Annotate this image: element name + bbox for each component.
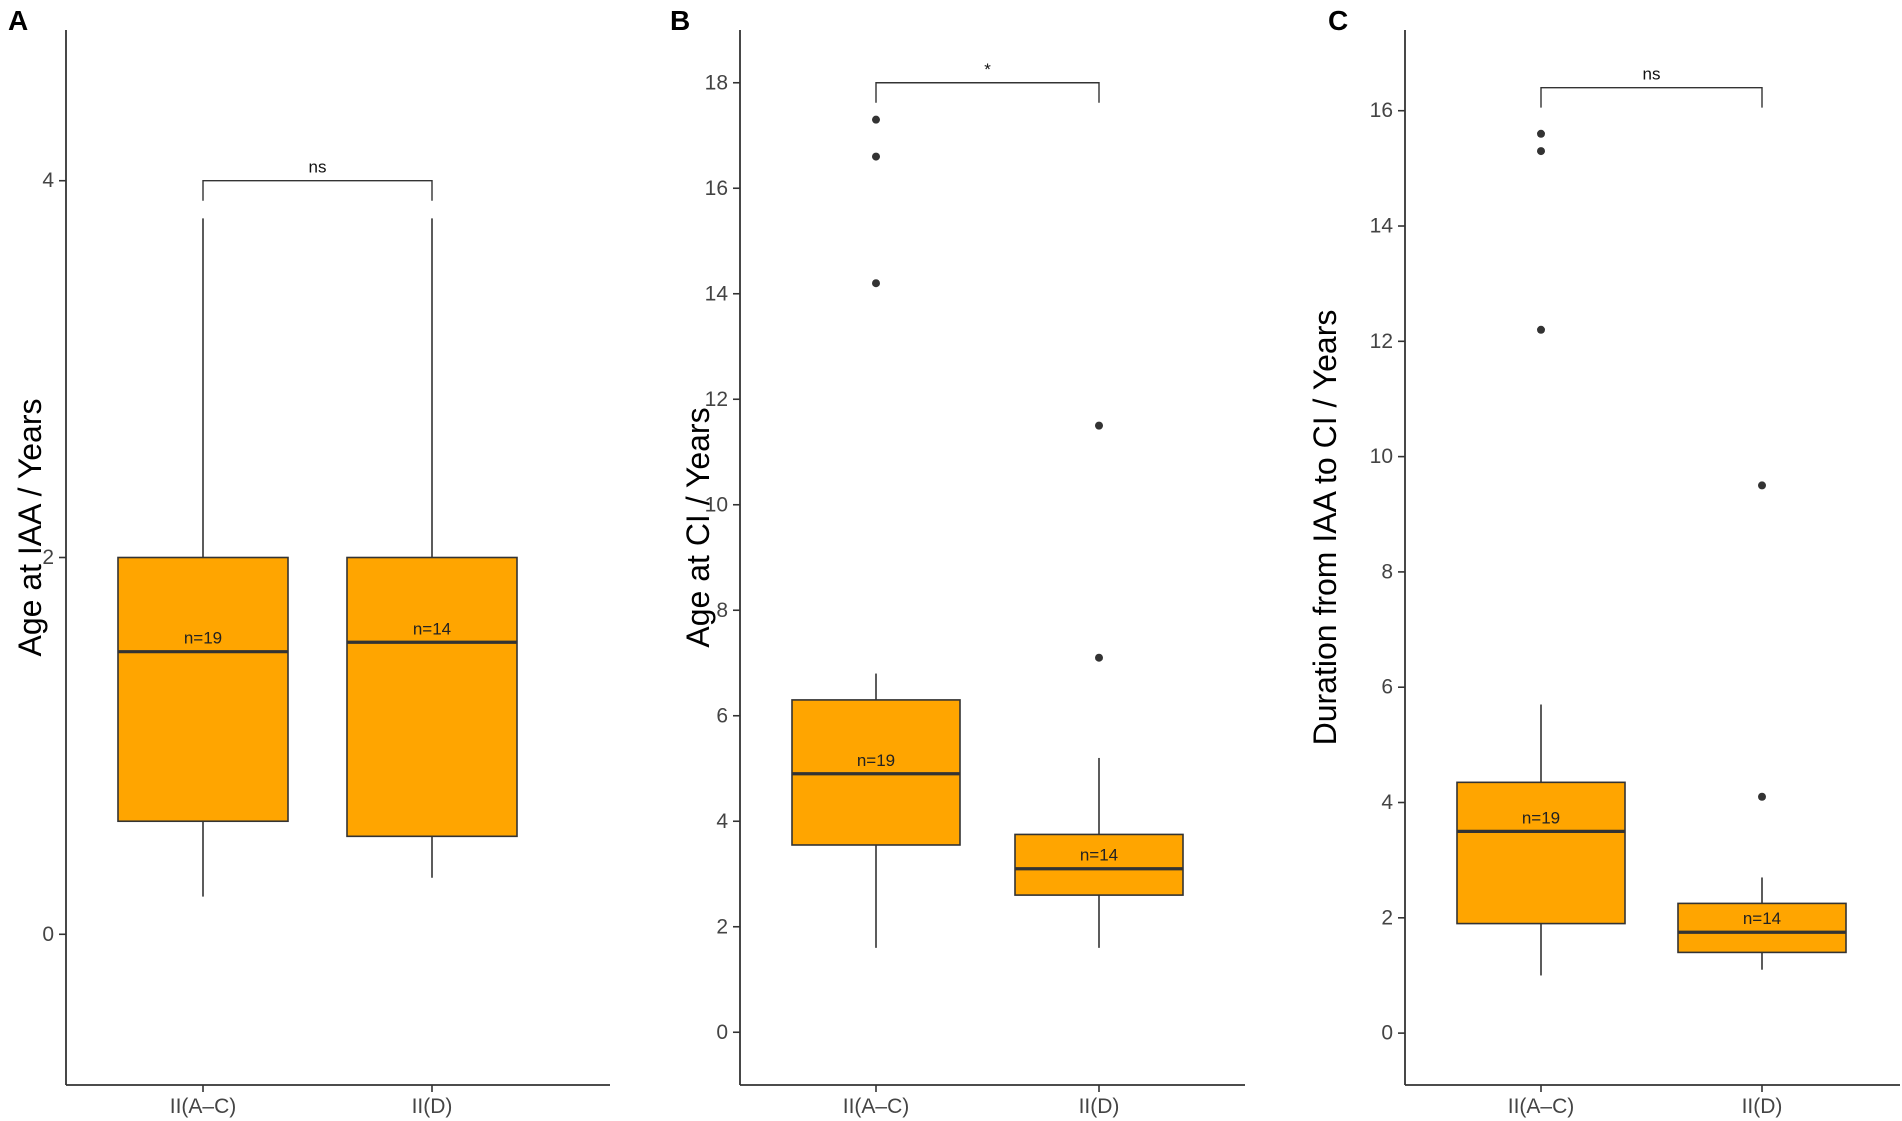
significance-bracket	[875, 82, 1100, 103]
y-tick-label: 8	[1381, 560, 1393, 583]
iqr-box	[1456, 781, 1626, 925]
panel-a: A Age at IAA / Years 0 2 4 II(A–C) II(D) n=19 n=…	[8, 5, 610, 1118]
n-label: n=19	[1522, 808, 1560, 827]
x-tick-label: II(D)	[1079, 1095, 1120, 1118]
box-iia-c: n=19	[1456, 129, 1626, 976]
outlier-point	[1095, 653, 1103, 662]
y-tick-label: 2	[716, 915, 728, 938]
y-tick-label: 0	[1381, 1022, 1393, 1045]
panel-c: C Duration from IAA to CI / Years 0 2 4 6 8 10 1…	[1307, 5, 1900, 1118]
significance-label: ns	[309, 158, 327, 177]
box-iid: n=14	[1014, 421, 1184, 948]
x-tick-label: II(A–C)	[843, 1095, 910, 1118]
y-axis-label: Age at CI / Years	[680, 407, 716, 647]
y-axis-label: Age at IAA / Years	[12, 399, 48, 657]
y-tick-label: 10	[1370, 445, 1393, 468]
panel-letter: A	[8, 5, 28, 36]
outlier-point	[1758, 792, 1766, 801]
y-tick-label: 10	[705, 493, 728, 516]
outlier-point	[872, 115, 880, 124]
box-iia-c: n=19	[791, 115, 961, 948]
iqr-box	[1014, 833, 1184, 896]
y-tick-label: 18	[705, 71, 728, 94]
y-tick-label: 12	[705, 388, 728, 411]
outlier-point	[872, 279, 880, 288]
n-label: n=19	[184, 629, 222, 648]
outlier-point	[1095, 421, 1103, 430]
box-iia-c: n=19	[117, 218, 289, 897]
y-tick-label: 14	[1370, 215, 1394, 238]
x-tick-label: II(A–C)	[1508, 1095, 1575, 1118]
y-tick-label: 0	[42, 923, 54, 946]
iqr-box	[346, 556, 518, 838]
box-iid: n=14	[1677, 481, 1847, 970]
box-iid: n=14	[346, 218, 518, 878]
outlier-point	[1537, 147, 1545, 156]
outlier-point	[872, 152, 880, 161]
y-tick-label: 12	[1370, 330, 1393, 353]
outlier-point	[1537, 325, 1545, 334]
y-tick-label: 4	[1381, 791, 1393, 814]
panel-letter: C	[1328, 5, 1348, 36]
x-tick-label: II(D)	[1742, 1095, 1783, 1118]
significance-label: *	[984, 60, 991, 79]
n-label: n=14	[1743, 909, 1781, 928]
n-label: n=14	[1080, 846, 1118, 865]
significance-bracket	[1540, 86, 1763, 108]
significance-label: ns	[1643, 65, 1661, 84]
y-tick-label: 6	[716, 704, 728, 727]
y-tick-label: 16	[1370, 99, 1393, 122]
y-tick-label: 0	[716, 1021, 728, 1044]
x-tick-label: II(D)	[412, 1095, 453, 1118]
y-tick-label: 4	[42, 169, 54, 192]
panel-b: B Age at CI / Years 0 2 4 6 8 10 12 14 16 18 II(A–C)…	[670, 5, 1245, 1118]
y-tick-label: 6	[1381, 676, 1393, 699]
outlier-point	[1758, 481, 1766, 490]
y-tick-label: 8	[716, 599, 728, 622]
y-tick-label: 2	[1381, 906, 1393, 929]
y-axis-label: Duration from IAA to CI / Years	[1307, 310, 1343, 746]
iqr-box	[117, 556, 289, 823]
y-tick-label: 16	[705, 177, 728, 200]
outlier-point	[1537, 129, 1545, 138]
iqr-box	[1677, 902, 1847, 954]
n-label: n=14	[413, 619, 451, 638]
n-label: n=19	[857, 751, 895, 770]
panel-letter: B	[670, 5, 690, 36]
y-tick-label: 4	[716, 810, 728, 833]
significance-bracket	[202, 180, 433, 201]
y-tick-label: 2	[42, 546, 54, 569]
y-tick-label: 14	[705, 282, 729, 305]
x-tick-label: II(A–C)	[170, 1095, 237, 1118]
